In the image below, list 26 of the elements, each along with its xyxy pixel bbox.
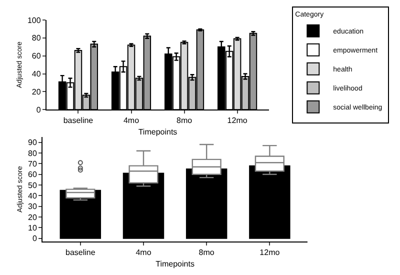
y-tick-label: 80 bbox=[28, 148, 38, 158]
x-axis-title: Timepoints bbox=[156, 259, 194, 268]
x-tick-label: 12mo bbox=[260, 248, 280, 258]
x-tick-label: baseline bbox=[63, 116, 94, 126]
x-axis-title: Timepoints bbox=[138, 127, 178, 136]
y-tick-label: 100 bbox=[27, 16, 42, 25]
x-tick-label: 12mo bbox=[227, 116, 248, 126]
y-tick-label: 70 bbox=[28, 159, 38, 168]
y-tick-label: 30 bbox=[28, 202, 38, 212]
y-tick-label: 20 bbox=[28, 212, 38, 222]
x-tick-label: baseline bbox=[66, 248, 96, 258]
x-tick-label: 8mo bbox=[198, 248, 215, 258]
y-tick-label: 20 bbox=[32, 87, 42, 96]
y-tick-label: 0 bbox=[36, 105, 42, 114]
y-tick-label: 60 bbox=[28, 170, 38, 180]
y-tick-label: 50 bbox=[28, 180, 38, 190]
y-tick-label: 80 bbox=[32, 34, 42, 43]
y-tick-label: 40 bbox=[28, 192, 38, 200]
y-tick-label: 0 bbox=[32, 234, 38, 244]
y-tick-label: 10 bbox=[28, 224, 38, 233]
x-tick-label: 4mo bbox=[136, 248, 152, 258]
y-tick-label: 90 bbox=[28, 138, 38, 148]
y-tick-label: 40 bbox=[32, 70, 42, 79]
x-tick-label: 4mo bbox=[123, 116, 140, 126]
x-tick-label: 8mo bbox=[176, 116, 193, 126]
y-tick-label: 60 bbox=[32, 52, 42, 61]
